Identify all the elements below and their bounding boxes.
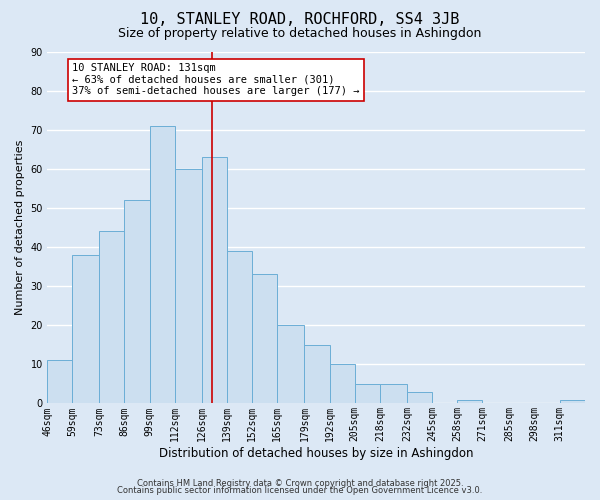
Bar: [277, 325, 304, 404]
Bar: [252, 274, 277, 404]
Bar: [47, 360, 72, 404]
Text: 10, STANLEY ROAD, ROCHFORD, SS4 3JB: 10, STANLEY ROAD, ROCHFORD, SS4 3JB: [140, 12, 460, 28]
Text: Size of property relative to detached houses in Ashingdon: Size of property relative to detached ho…: [118, 28, 482, 40]
Bar: [175, 169, 202, 404]
Bar: [355, 384, 380, 404]
Bar: [124, 200, 149, 404]
Bar: [380, 384, 407, 404]
X-axis label: Distribution of detached houses by size in Ashingdon: Distribution of detached houses by size …: [159, 447, 473, 460]
Bar: [457, 400, 482, 404]
Text: Contains public sector information licensed under the Open Government Licence v3: Contains public sector information licen…: [118, 486, 482, 495]
Text: Contains HM Land Registry data © Crown copyright and database right 2025.: Contains HM Land Registry data © Crown c…: [137, 478, 463, 488]
Bar: [407, 392, 432, 404]
Bar: [100, 232, 124, 404]
Bar: [329, 364, 355, 404]
Bar: [72, 255, 100, 404]
Bar: [227, 251, 252, 404]
Y-axis label: Number of detached properties: Number of detached properties: [15, 140, 25, 315]
Bar: [202, 157, 227, 404]
Bar: [560, 400, 585, 404]
Bar: [149, 126, 175, 404]
Bar: [304, 345, 329, 404]
Text: 10 STANLEY ROAD: 131sqm
← 63% of detached houses are smaller (301)
37% of semi-d: 10 STANLEY ROAD: 131sqm ← 63% of detache…: [72, 63, 360, 96]
